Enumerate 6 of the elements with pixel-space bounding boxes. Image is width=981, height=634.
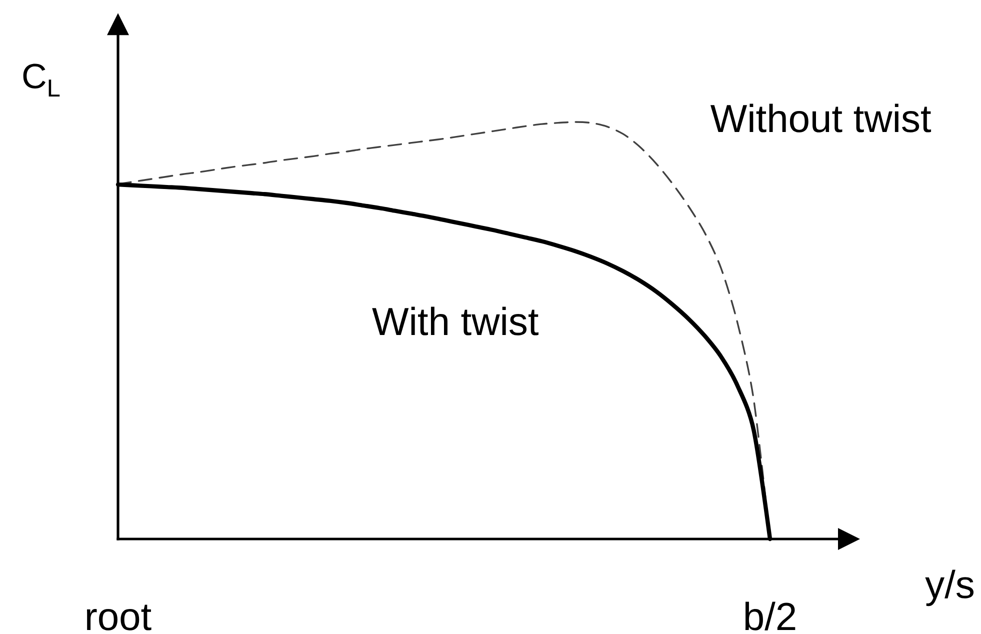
- series-label: With twist: [372, 306, 538, 336]
- x-tick-label: root: [86, 604, 152, 630]
- y-axis-title: C$_{L}$: [23, 64, 60, 96]
- series-label: Without twist: [710, 104, 932, 132]
- x-axis-title: y/s: [925, 570, 974, 606]
- x-tick-label: b/2: [745, 602, 796, 630]
